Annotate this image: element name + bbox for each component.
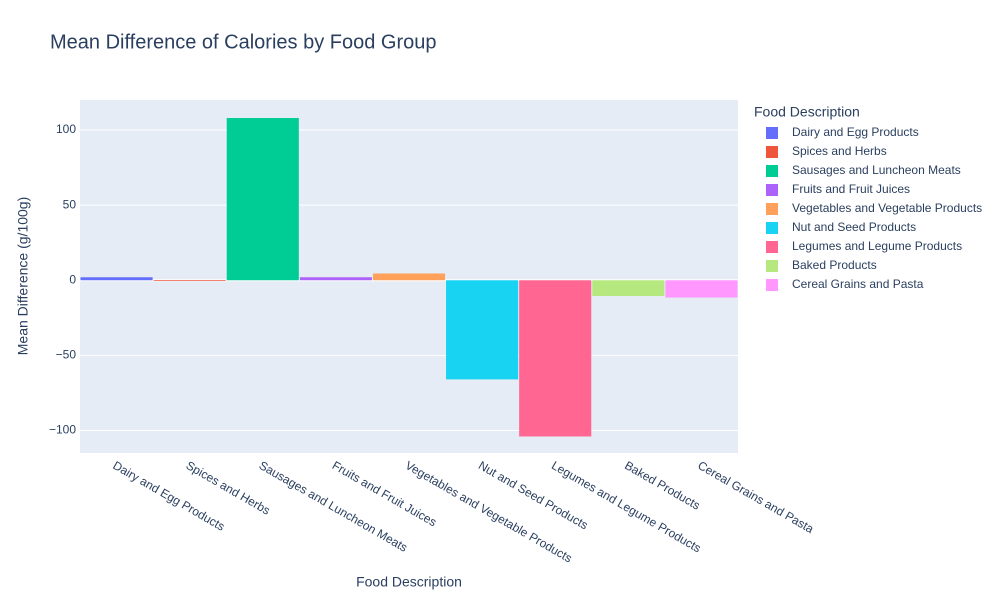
legend-label: Nut and Seed Products (792, 220, 916, 234)
bar (80, 277, 153, 281)
legend-swatch (766, 184, 778, 196)
legend-swatch (766, 279, 778, 291)
bar (519, 280, 592, 437)
y-tick-label: 0 (69, 272, 76, 286)
legend-swatch (766, 146, 778, 158)
bar (153, 280, 226, 282)
bar (226, 118, 299, 281)
legend-label: Sausages and Luncheon Meats (792, 163, 961, 177)
bar (372, 273, 446, 281)
y-axis-title: Mean Difference (g/100g) (15, 197, 31, 356)
legend-swatch (766, 165, 778, 177)
x-tick-label: Cereal Grains and Pasta (695, 458, 816, 536)
legend-swatch (766, 222, 778, 234)
legend-title: Food Description (754, 104, 860, 120)
legend-label: Baked Products (792, 258, 877, 272)
bar (446, 280, 519, 380)
legend-label: Cereal Grains and Pasta (792, 277, 924, 291)
x-axis-title: Food Description (356, 574, 462, 590)
legend-label: Legumes and Legume Products (792, 239, 962, 253)
legend-label: Spices and Herbs (792, 144, 887, 158)
legend-label: Fruits and Fruit Juices (792, 182, 910, 196)
y-tick-label: −50 (56, 348, 77, 362)
y-tick-label: 100 (56, 122, 76, 136)
bar (592, 280, 665, 297)
legend-swatch (766, 241, 778, 253)
x-tick-label: Legumes and Legume Products (549, 458, 703, 555)
legend-swatch (766, 260, 778, 272)
bar (665, 280, 738, 298)
y-tick-label: −100 (49, 423, 76, 437)
legend-label: Dairy and Egg Products (792, 125, 919, 139)
legend-swatch (766, 127, 778, 139)
y-tick-label: 50 (63, 197, 77, 211)
x-tick-label: Sausages and Luncheon Meats (257, 458, 410, 555)
bar (299, 277, 372, 281)
chart-title: Mean Difference of Calories by Food Grou… (50, 31, 437, 53)
legend-label: Vegetables and Vegetable Products (792, 201, 982, 215)
legend-swatch (766, 203, 778, 215)
